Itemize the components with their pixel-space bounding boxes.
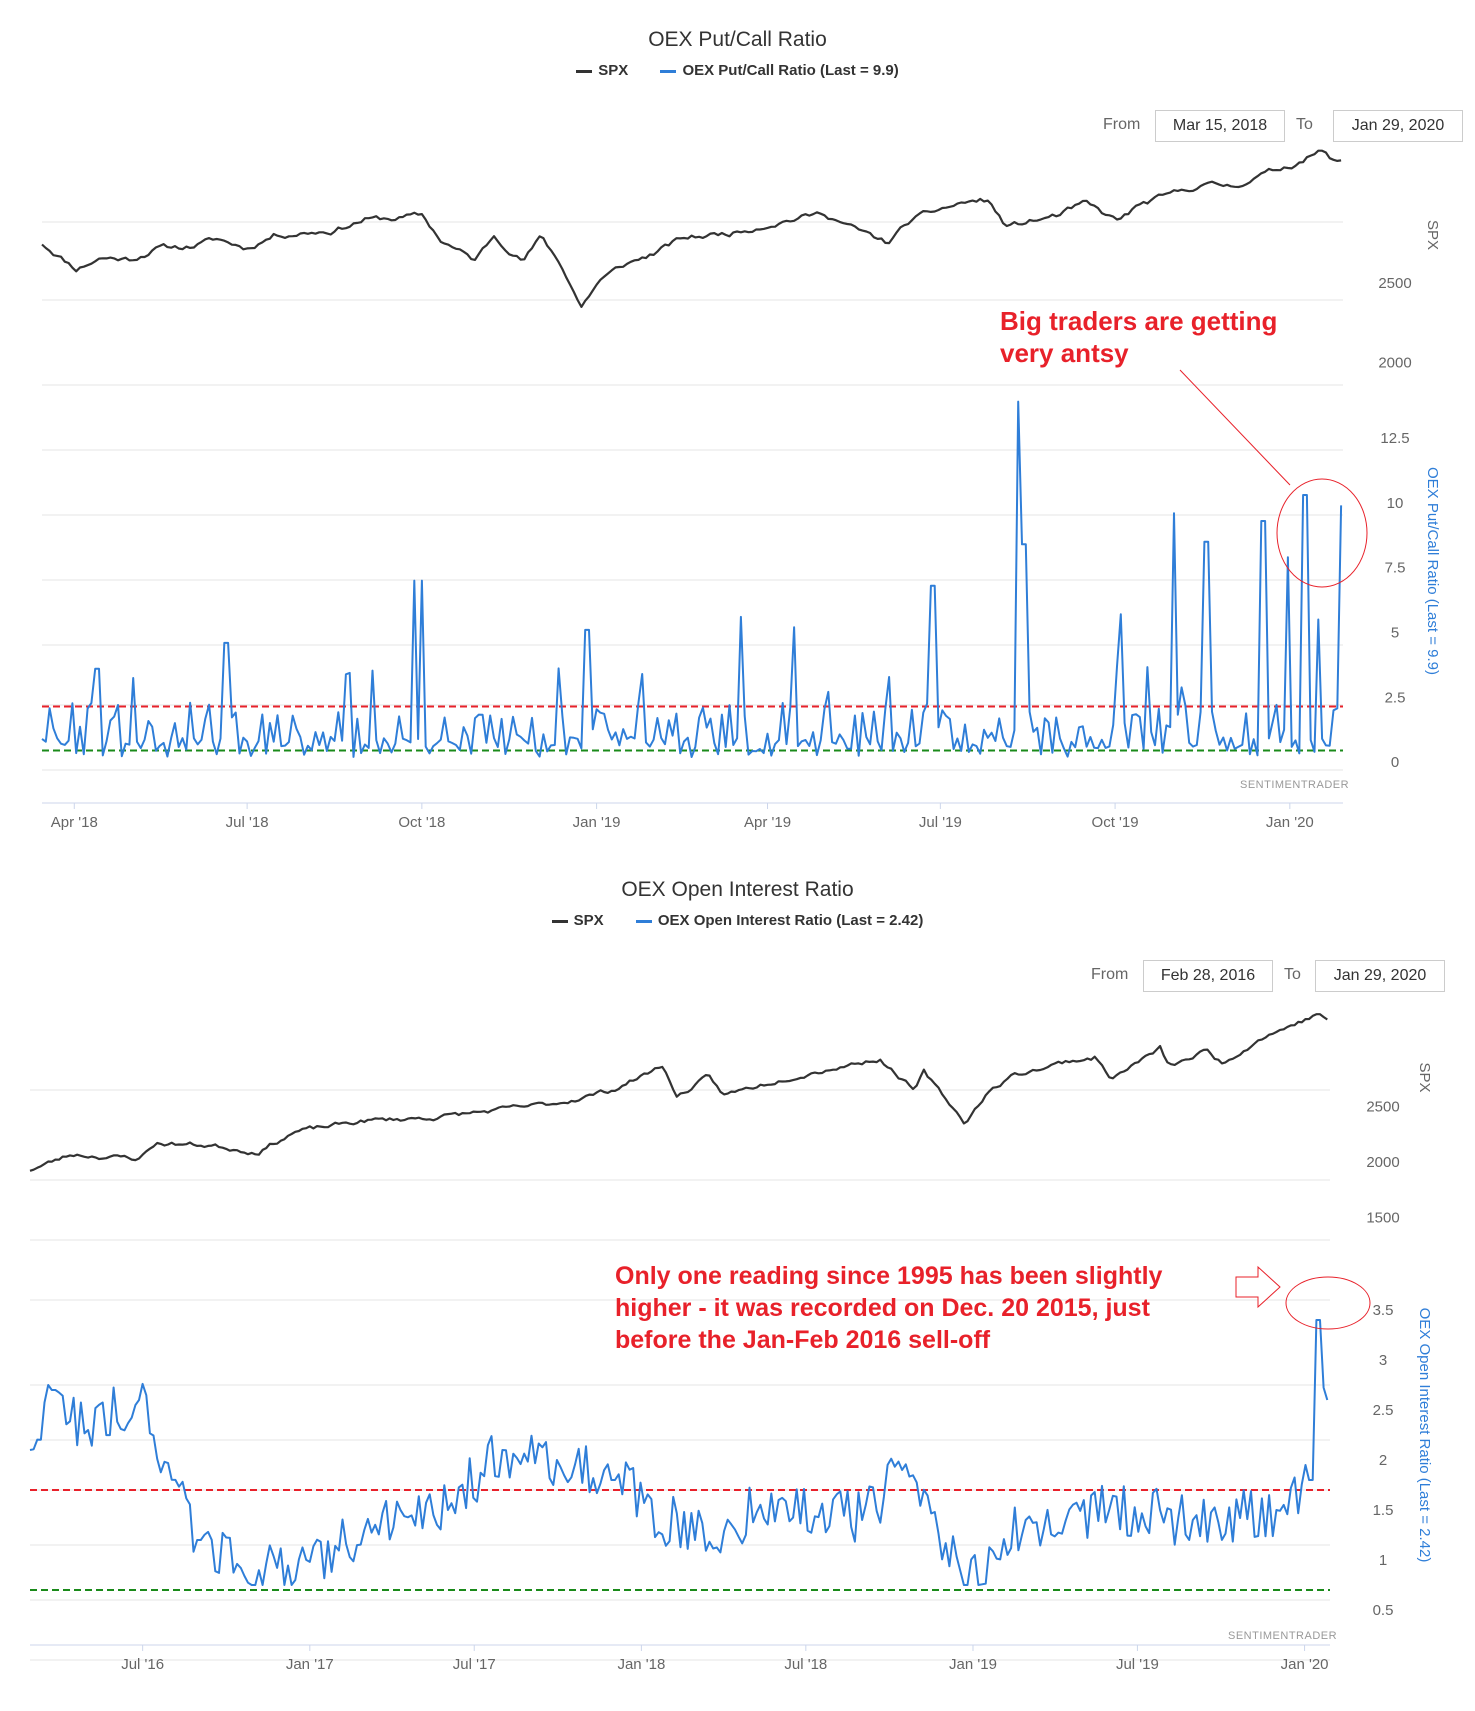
spx-tick-label: 1500 <box>1366 1210 1399 1227</box>
legend-item-spx[interactable]: SPX <box>576 62 628 79</box>
to-date-input[interactable]: Jan 29, 2020 <box>1315 960 1445 992</box>
annotation-text: Only one reading since 1995 has been sli… <box>615 1260 1162 1356</box>
ratio-tick-label: 2.5 <box>1373 1402 1394 1419</box>
legend-item-ratio[interactable]: OEX Put/Call Ratio (Last = 9.9) <box>660 62 899 79</box>
x-tick-label: Oct '19 <box>1092 814 1139 831</box>
to-label: To <box>1284 966 1301 983</box>
x-tick-label: Apr '18 <box>51 814 98 831</box>
annotation-circle <box>1285 1276 1371 1330</box>
spx-series-line <box>29 1013 1328 1172</box>
chart-legend: SPX OEX Open Interest Ratio (Last = 2.42… <box>0 912 1475 929</box>
from-label: From <box>1103 116 1141 133</box>
ratio-tick-label: 2 <box>1379 1452 1387 1469</box>
from-date-input[interactable]: Mar 15, 2018 <box>1155 110 1285 142</box>
put-call-plot: Apr '18 Jul '18 Oct '18 Jan '19 Apr '19 Jul '… <box>41 149 1441 831</box>
legend-swatch-ratio <box>635 919 652 923</box>
x-tick-label: Jul '19 <box>1116 1656 1159 1673</box>
annotation-circle <box>1276 478 1368 588</box>
annotation-line: before the Jan-Feb 2016 sell-off <box>615 1326 991 1354</box>
ratio-tick-label: 0.5 <box>1373 1602 1394 1619</box>
ratio-tick-label: 3 <box>1379 1352 1387 1369</box>
x-tick-label: Jan '17 <box>286 1656 334 1673</box>
legend-swatch-spx <box>551 919 568 923</box>
ratio-series-line <box>41 400 1343 758</box>
ratio-tick-label: 5 <box>1391 625 1399 642</box>
x-tick-label: Jul '17 <box>453 1656 496 1673</box>
to-label: To <box>1296 116 1313 133</box>
annotation-line: higher - it was recorded on Dec. 20 2015… <box>615 1294 1150 1322</box>
annotation-arrow <box>1179 369 1291 486</box>
x-tick-label: Apr '19 <box>744 814 791 831</box>
legend-item-spx[interactable]: SPX <box>551 912 604 929</box>
ratio-tick-label: 2.5 <box>1385 689 1406 706</box>
ratio-axis-title: OEX Open Interest Ratio (Last = 2.42) <box>1416 1308 1433 1563</box>
ratio-tick-label: 1.5 <box>1373 1502 1394 1519</box>
x-tick-label: Jul '19 <box>919 814 962 831</box>
x-tick-label: Jan '19 <box>573 814 621 831</box>
from-date-input[interactable]: Feb 28, 2016 <box>1143 960 1273 992</box>
spx-series-line <box>41 149 1342 308</box>
spx-axis-title: SPX <box>1424 220 1441 250</box>
ratio-tick-label: 12.5 <box>1380 430 1409 447</box>
x-tick-label: Jul '16 <box>121 1656 164 1673</box>
ratio-tick-label: 1 <box>1379 1552 1387 1569</box>
from-label: From <box>1091 966 1129 983</box>
annotation-line: very antsy <box>1000 338 1129 368</box>
open-interest-plot: Jul '16 Jan '17 Jul '17 Jan '18 Jul '18 Jan '… <box>29 1013 1433 1673</box>
ratio-tick-label: 0 <box>1391 754 1399 771</box>
annotation-line: Big traders are getting <box>1000 306 1278 336</box>
x-tick-label: Jul '18 <box>784 1656 827 1673</box>
ratio-tick-label: 3.5 <box>1373 1302 1394 1319</box>
spx-tick-label: 2500 <box>1378 275 1411 292</box>
watermark: SENTIMENTRADER <box>1240 779 1350 791</box>
x-tick-label: Jan '20 <box>1266 814 1314 831</box>
legend-label-ratio: OEX Open Interest Ratio (Last = 2.42) <box>657 912 924 929</box>
annotation-line: Only one reading since 1995 has been sli… <box>615 1262 1163 1290</box>
x-tick-label: Oct '18 <box>398 814 445 831</box>
ratio-series-line <box>29 1319 1329 1586</box>
ratio-tick-label: 7.5 <box>1385 560 1406 577</box>
legend-swatch-spx <box>576 69 593 73</box>
legend-label-spx: SPX <box>598 62 629 79</box>
annotation-text: Big traders are getting very antsy <box>1000 305 1277 369</box>
put-call-chart-panel: OEX Put/Call Ratio SPX OEX Put/Call Rati… <box>0 0 1475 850</box>
open-interest-chart-panel: OEX Open Interest Ratio SPX OEX Open Int… <box>0 850 1475 1711</box>
watermark: SENTIMENTRADER <box>1228 1630 1338 1642</box>
chart-title: OEX Open Interest Ratio <box>621 878 854 901</box>
x-tick-label: Jul '18 <box>226 814 269 831</box>
to-date-input[interactable]: Jan 29, 2020 <box>1333 110 1463 142</box>
legend-swatch-ratio <box>660 69 677 73</box>
ratio-axis-title: OEX Put/Call Ratio (Last = 9.9) <box>1424 467 1441 675</box>
chart-title: OEX Put/Call Ratio <box>648 28 827 51</box>
legend-label-spx: SPX <box>573 912 604 929</box>
spx-axis-title: SPX <box>1416 1062 1433 1092</box>
chart-legend: SPX OEX Put/Call Ratio (Last = 9.9) <box>0 62 1475 79</box>
x-tick-label: Jan '19 <box>949 1656 997 1673</box>
spx-tick-label: 2000 <box>1366 1154 1399 1171</box>
spx-tick-label: 2500 <box>1366 1098 1399 1115</box>
legend-item-ratio[interactable]: OEX Open Interest Ratio (Last = 2.42) <box>635 912 924 929</box>
legend-label-ratio: OEX Put/Call Ratio (Last = 9.9) <box>682 62 899 79</box>
ratio-tick-label: 10 <box>1387 495 1404 512</box>
spx-tick-label: 2000 <box>1378 354 1411 371</box>
x-tick-label: Jan '18 <box>617 1656 665 1673</box>
x-tick-label: Jan '20 <box>1281 1656 1329 1673</box>
annotation-arrow <box>1235 1265 1281 1309</box>
